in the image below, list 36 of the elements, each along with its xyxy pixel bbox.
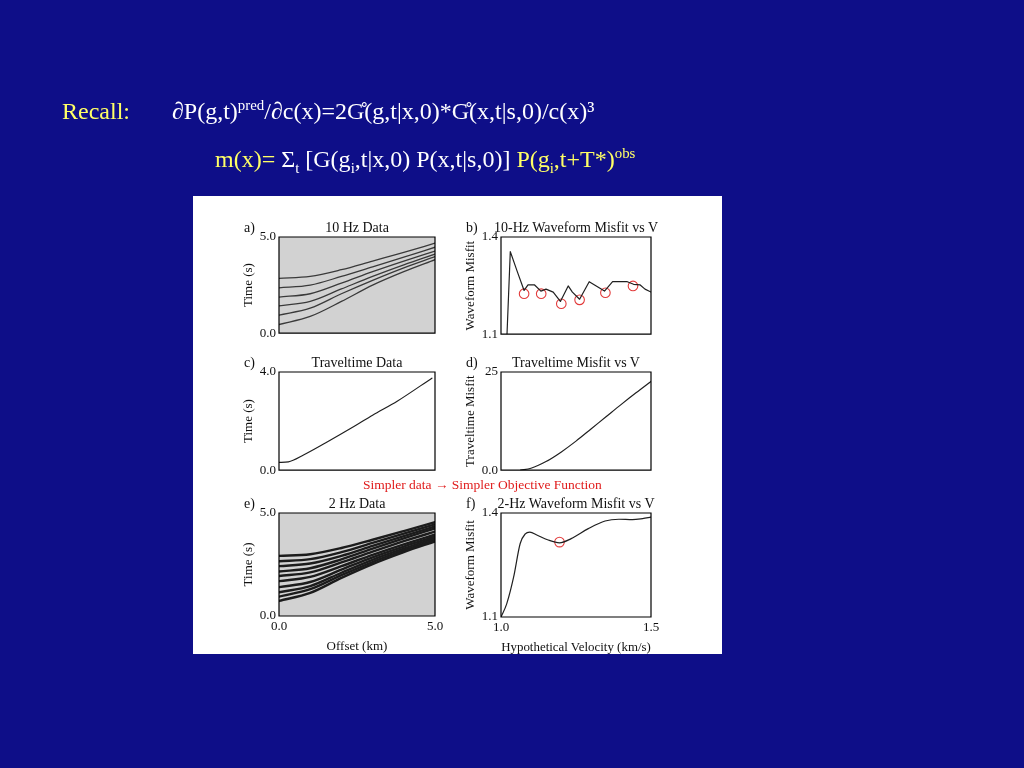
y-tick-label: 5.0 xyxy=(259,228,276,244)
chart-title: 2 Hz Data xyxy=(328,496,387,511)
text: b) xyxy=(466,220,478,236)
text: ∂P(g,t)$^{pred}$/∂c(x)=2G̊(g,t|x,0)*G̊(x,t|s,0)/c(x)³ xyxy=(172,97,595,124)
text: Recall: xyxy=(62,98,130,124)
text: d) xyxy=(466,355,478,371)
chart-title: 2-Hz Waveform Misfit vs V xyxy=(497,496,655,511)
y-tick-label: 25 xyxy=(485,363,498,379)
y-axis-title: Time (s) xyxy=(240,399,256,444)
x-axis-title: Offset (km) xyxy=(326,637,388,653)
y-axis-title: Waveform Misfit xyxy=(462,240,478,331)
y-axis-title: Waveform Misfit xyxy=(462,519,478,610)
y-axis-title: Traveltime Misfit xyxy=(462,374,478,467)
y-tick-label: 1.1 xyxy=(481,325,498,341)
y-tick-label: 0.0 xyxy=(481,461,498,477)
y-tick-label: 5.0 xyxy=(259,504,276,520)
text: c) xyxy=(244,355,256,371)
text: Simpler data → Simpler Objective Function xyxy=(363,477,602,492)
y-axis-title: Time (s) xyxy=(240,542,256,587)
text: P(g$_{i}$,t+T*)$^{obs}$ xyxy=(516,145,636,176)
text: m(x)= xyxy=(215,146,276,172)
y-axis-title: Time (s) xyxy=(240,263,256,308)
text: Σ$_{t}$ [G(g$_{i}$,t|x,0) P(x,t|s,0)] xyxy=(281,146,511,176)
chart-title: Traveltime Misfit vs V xyxy=(512,355,640,370)
text: e) xyxy=(244,496,256,512)
y-tick-label: 4.0 xyxy=(259,363,276,379)
x-tick-label: 5.0 xyxy=(426,618,444,634)
y-tick-label: 1.4 xyxy=(481,504,499,520)
x-tick-label: 1.5 xyxy=(642,619,660,635)
chart-title: 10 Hz Data xyxy=(325,220,390,235)
text: a) xyxy=(244,220,256,236)
y-tick-label: 0.0 xyxy=(259,461,276,477)
text: f) xyxy=(466,496,476,512)
x-axis-title: Hypothetical Velocity (km/s) xyxy=(501,638,651,654)
y-tick-label: 0.0 xyxy=(259,324,276,340)
chart-title: Traveltime Data xyxy=(311,355,404,370)
